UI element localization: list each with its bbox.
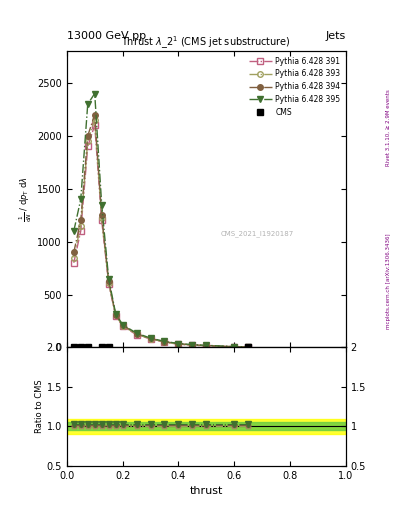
Pythia 6.428 395 [232,344,237,350]
Pythia 6.428 395 [190,342,195,348]
Pythia 6.428 395 [72,228,76,234]
Pythia 6.428 391 [148,336,153,342]
Pythia 6.428 395 [85,101,90,107]
Line: Pythia 6.428 391: Pythia 6.428 391 [71,122,251,350]
Pythia 6.428 393 [134,331,139,337]
Pythia 6.428 395 [176,340,181,347]
Pythia 6.428 395 [204,342,209,348]
Pythia 6.428 395 [134,330,139,336]
Title: Thrust $\lambda\_2^1$ (CMS jet substructure): Thrust $\lambda\_2^1$ (CMS jet substruct… [121,35,291,51]
Pythia 6.428 395 [162,338,167,345]
Pythia 6.428 394 [246,344,251,350]
Pythia 6.428 391 [72,260,76,266]
X-axis label: thrust: thrust [190,486,223,496]
Line: Pythia 6.428 393: Pythia 6.428 393 [71,117,251,350]
Pythia 6.428 395 [148,335,153,341]
Text: Jets: Jets [325,31,346,41]
Pythia 6.428 391 [134,332,139,338]
Pythia 6.428 391 [232,344,237,350]
Pythia 6.428 395 [106,275,111,282]
Pythia 6.428 391 [113,313,118,319]
Pythia 6.428 393 [246,344,251,350]
Pythia 6.428 394 [120,322,125,328]
Pythia 6.428 394 [148,335,153,342]
Pythia 6.428 394 [106,278,111,284]
Pythia 6.428 394 [232,344,237,350]
Pythia 6.428 391 [120,323,125,329]
Pythia 6.428 393 [113,312,118,318]
Pythia 6.428 394 [113,312,118,318]
Y-axis label: $\frac{1}{\mathrm{d}N}$ / $\mathrm{d}p_\mathrm{T}$ $\mathrm{d}\lambda$: $\frac{1}{\mathrm{d}N}$ / $\mathrm{d}p_\… [18,177,35,222]
Pythia 6.428 391 [79,228,83,234]
Pythia 6.428 393 [148,336,153,342]
Line: Pythia 6.428 394: Pythia 6.428 394 [71,112,251,350]
Pythia 6.428 393 [79,223,83,229]
Pythia 6.428 395 [99,202,104,208]
Text: Rivet 3.1.10, ≥ 2.9M events: Rivet 3.1.10, ≥ 2.9M events [386,90,391,166]
Line: Pythia 6.428 395: Pythia 6.428 395 [70,90,252,350]
Pythia 6.428 391 [106,281,111,287]
Pythia 6.428 394 [92,112,97,118]
Y-axis label: Ratio to CMS: Ratio to CMS [35,380,44,434]
Pythia 6.428 394 [99,212,104,218]
Pythia 6.428 391 [190,342,195,348]
Pythia 6.428 393 [204,343,209,349]
Text: 13000 GeV pp: 13000 GeV pp [67,31,146,41]
Pythia 6.428 391 [99,218,104,224]
Pythia 6.428 391 [176,341,181,347]
Pythia 6.428 395 [120,322,125,328]
Pythia 6.428 393 [106,280,111,286]
Pythia 6.428 391 [92,122,97,129]
Pythia 6.428 393 [176,341,181,347]
Pythia 6.428 395 [79,196,83,202]
Pythia 6.428 393 [190,342,195,348]
Text: mcplots.cern.ch [arXiv:1306.3436]: mcplots.cern.ch [arXiv:1306.3436] [386,234,391,329]
Text: CMS_2021_I1920187: CMS_2021_I1920187 [220,230,294,237]
Pythia 6.428 394 [162,338,167,345]
Legend: Pythia 6.428 391, Pythia 6.428 393, Pythia 6.428 394, Pythia 6.428 395, CMS: Pythia 6.428 391, Pythia 6.428 393, Pyth… [246,53,343,120]
Pythia 6.428 394 [72,249,76,255]
Pythia 6.428 391 [204,343,209,349]
Pythia 6.428 393 [99,215,104,221]
Pythia 6.428 393 [232,344,237,350]
Pythia 6.428 394 [204,343,209,349]
Pythia 6.428 393 [72,254,76,261]
Pythia 6.428 394 [85,133,90,139]
Pythia 6.428 394 [134,331,139,337]
Pythia 6.428 394 [79,218,83,224]
Pythia 6.428 394 [190,342,195,348]
Pythia 6.428 393 [162,339,167,345]
Pythia 6.428 391 [85,143,90,150]
Pythia 6.428 395 [92,91,97,97]
Pythia 6.428 391 [162,339,167,345]
Pythia 6.428 393 [92,117,97,123]
Pythia 6.428 393 [85,138,90,144]
Pythia 6.428 395 [246,344,251,350]
Pythia 6.428 395 [113,310,118,316]
Pythia 6.428 391 [246,344,251,350]
Pythia 6.428 394 [176,340,181,347]
Pythia 6.428 393 [120,323,125,329]
